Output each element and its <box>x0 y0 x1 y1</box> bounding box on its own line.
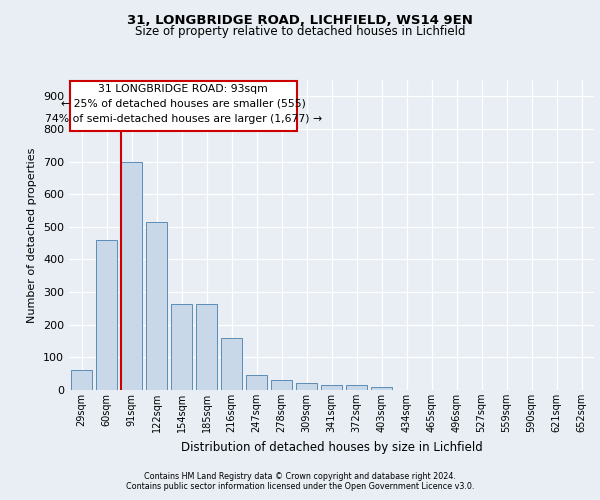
Text: Contains HM Land Registry data © Crown copyright and database right 2024.: Contains HM Land Registry data © Crown c… <box>144 472 456 481</box>
Text: Contains public sector information licensed under the Open Government Licence v3: Contains public sector information licen… <box>126 482 474 491</box>
Bar <box>121 162 142 390</box>
FancyBboxPatch shape <box>70 80 296 130</box>
X-axis label: Distribution of detached houses by size in Lichfield: Distribution of detached houses by size … <box>181 440 482 454</box>
Bar <box>271 380 292 390</box>
Bar <box>346 385 367 390</box>
Text: 74% of semi-detached houses are larger (1,677) →: 74% of semi-detached houses are larger (… <box>45 114 322 124</box>
Bar <box>371 386 392 390</box>
Text: 31, LONGBRIDGE ROAD, LICHFIELD, WS14 9EN: 31, LONGBRIDGE ROAD, LICHFIELD, WS14 9EN <box>127 14 473 27</box>
Bar <box>146 222 167 390</box>
Bar <box>196 304 217 390</box>
Text: ← 25% of detached houses are smaller (555): ← 25% of detached houses are smaller (55… <box>61 99 306 109</box>
Bar <box>296 384 317 390</box>
Text: 31 LONGBRIDGE ROAD: 93sqm: 31 LONGBRIDGE ROAD: 93sqm <box>98 84 268 94</box>
Bar <box>171 304 192 390</box>
Y-axis label: Number of detached properties: Number of detached properties <box>28 148 37 322</box>
Bar <box>96 240 117 390</box>
Bar <box>71 370 92 390</box>
Bar <box>221 338 242 390</box>
Bar <box>321 385 342 390</box>
Bar <box>246 376 267 390</box>
Text: Size of property relative to detached houses in Lichfield: Size of property relative to detached ho… <box>135 25 465 38</box>
